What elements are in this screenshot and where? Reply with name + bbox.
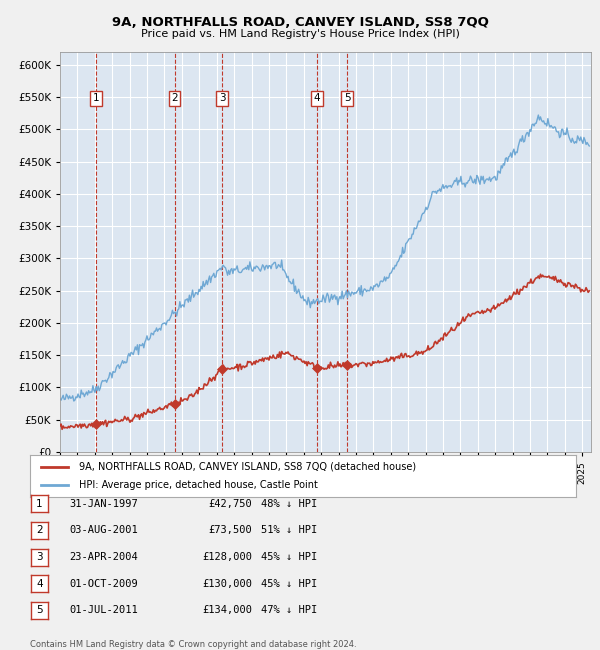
- Text: 5: 5: [344, 94, 350, 103]
- Text: 03-AUG-2001: 03-AUG-2001: [69, 525, 138, 536]
- Text: £134,000: £134,000: [202, 605, 252, 616]
- Text: 01-OCT-2009: 01-OCT-2009: [69, 578, 138, 589]
- Text: 2: 2: [36, 525, 43, 536]
- Text: HPI: Average price, detached house, Castle Point: HPI: Average price, detached house, Cast…: [79, 480, 318, 490]
- Text: 45% ↓ HPI: 45% ↓ HPI: [261, 552, 317, 562]
- Text: 3: 3: [219, 94, 226, 103]
- Text: 45% ↓ HPI: 45% ↓ HPI: [261, 578, 317, 589]
- Text: 2: 2: [171, 94, 178, 103]
- Text: 4: 4: [313, 94, 320, 103]
- Text: 5: 5: [36, 605, 43, 616]
- Text: £73,500: £73,500: [208, 525, 252, 536]
- Text: 3: 3: [36, 552, 43, 562]
- Text: 48% ↓ HPI: 48% ↓ HPI: [261, 499, 317, 509]
- Text: 01-JUL-2011: 01-JUL-2011: [69, 605, 138, 616]
- Text: 9A, NORTHFALLS ROAD, CANVEY ISLAND, SS8 7QQ: 9A, NORTHFALLS ROAD, CANVEY ISLAND, SS8 …: [112, 16, 488, 29]
- Text: £42,750: £42,750: [208, 499, 252, 509]
- Text: 1: 1: [93, 94, 100, 103]
- Text: £128,000: £128,000: [202, 552, 252, 562]
- Text: 4: 4: [36, 578, 43, 589]
- Text: 31-JAN-1997: 31-JAN-1997: [69, 499, 138, 509]
- Text: £130,000: £130,000: [202, 578, 252, 589]
- Text: 1: 1: [36, 499, 43, 509]
- Text: Price paid vs. HM Land Registry's House Price Index (HPI): Price paid vs. HM Land Registry's House …: [140, 29, 460, 38]
- Text: 23-APR-2004: 23-APR-2004: [69, 552, 138, 562]
- Text: 9A, NORTHFALLS ROAD, CANVEY ISLAND, SS8 7QQ (detached house): 9A, NORTHFALLS ROAD, CANVEY ISLAND, SS8 …: [79, 462, 416, 472]
- Text: 47% ↓ HPI: 47% ↓ HPI: [261, 605, 317, 616]
- Text: Contains HM Land Registry data © Crown copyright and database right 2024.: Contains HM Land Registry data © Crown c…: [30, 640, 356, 649]
- Text: 51% ↓ HPI: 51% ↓ HPI: [261, 525, 317, 536]
